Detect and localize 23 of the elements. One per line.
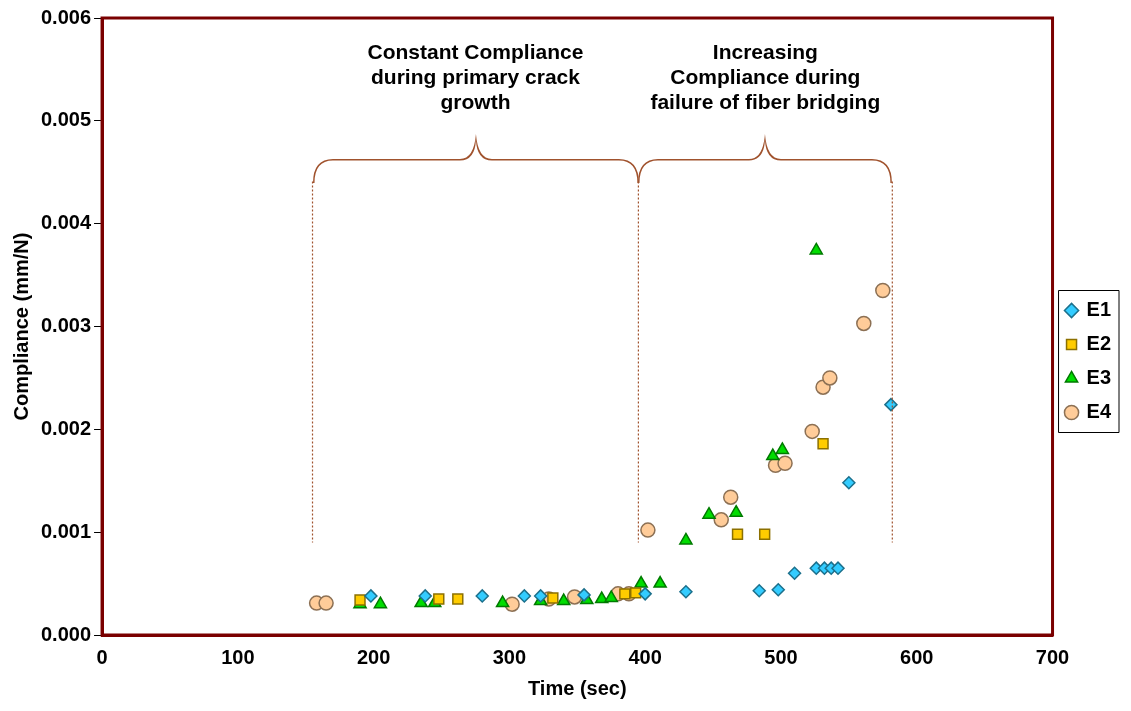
x-tick-label: 0 (96, 645, 108, 668)
annotation: Constant Compliance during primary crack growth (367, 40, 584, 114)
y-tick-label: 0.001 (40, 519, 92, 542)
y-axis-title: Compliance (mm/N) (9, 232, 32, 421)
x-tick-label: 700 (1035, 645, 1070, 668)
legend-label: E1 (1086, 298, 1112, 321)
y-tick-label: 0.005 (40, 108, 92, 131)
x-axis-title: Time (sec) (528, 676, 627, 699)
x-tick-label: 300 (492, 645, 527, 668)
legend-label: E2 (1086, 332, 1112, 355)
y-tick-label: 0.006 (40, 5, 92, 28)
legend-label: E3 (1086, 366, 1112, 389)
y-tick-label: 0.000 (40, 622, 92, 645)
x-tick-label: 100 (221, 645, 255, 668)
y-tick-label: 0.002 (40, 416, 92, 439)
y-tick-label: 0.004 (40, 211, 92, 234)
x-tick-label: 600 (900, 645, 934, 668)
x-tick-label: 400 (628, 645, 662, 668)
y-tick-label: 0.003 (40, 314, 92, 337)
x-tick-label: 500 (764, 645, 798, 668)
legend-label: E4 (1086, 400, 1112, 423)
annotation: Increasing Compliance during failure of fiber bridging (650, 40, 881, 114)
x-tick-label: 200 (356, 645, 391, 668)
